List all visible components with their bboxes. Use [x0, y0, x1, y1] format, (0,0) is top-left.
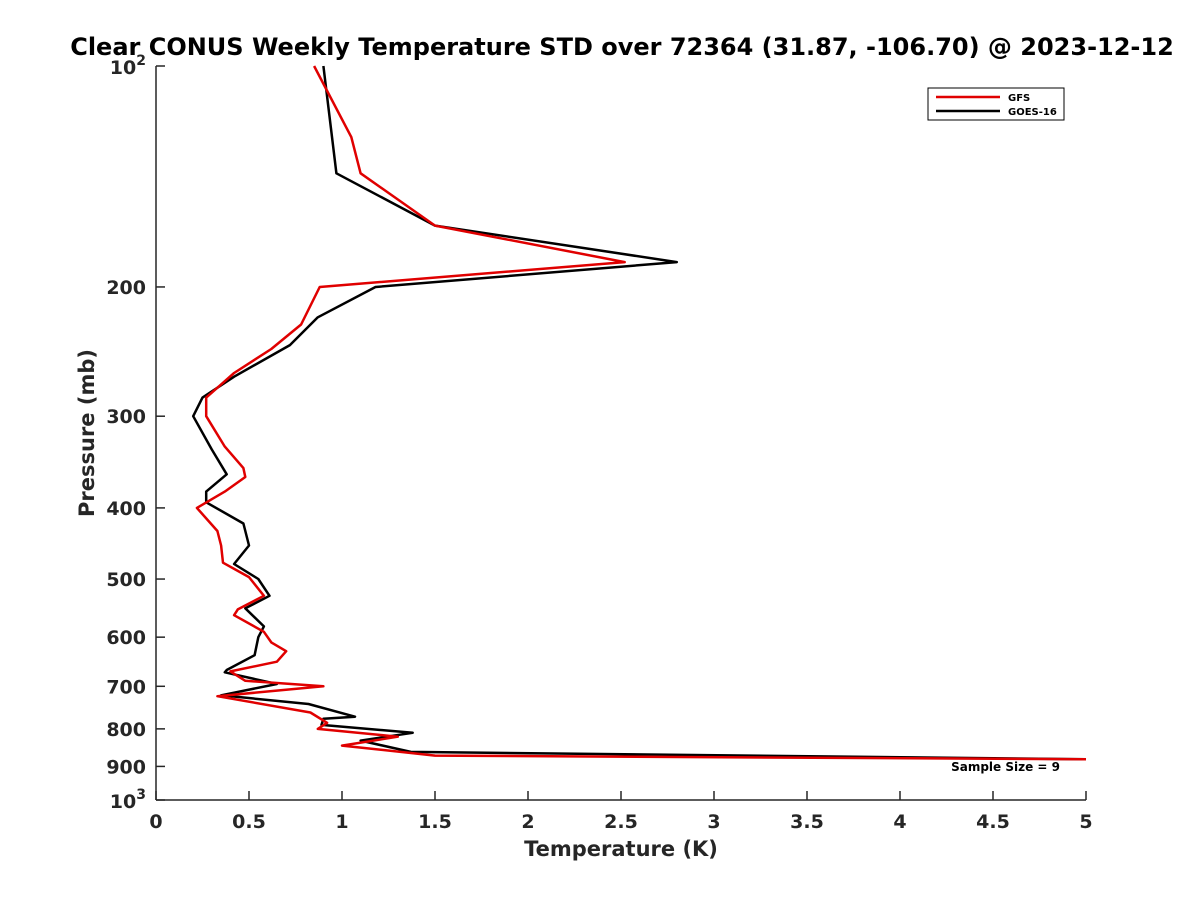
x-tick-label: 3 — [707, 811, 720, 833]
x-tick-label: 4 — [893, 811, 906, 833]
series-line-goes-16 — [191, 65, 1087, 761]
y-tick-power-label: 103 — [110, 787, 146, 813]
x-tick-label: 3.5 — [790, 811, 824, 833]
y-tick-label: 300 — [106, 406, 146, 428]
x-tick-label: 4.5 — [976, 811, 1010, 833]
y-tick-label: 500 — [106, 569, 146, 591]
y-tick-label: 800 — [106, 719, 146, 741]
sample-size-annotation: Sample Size = 9 — [951, 760, 1060, 774]
x-tick-label: 0 — [149, 811, 162, 833]
y-tick-label: 200 — [106, 277, 146, 299]
legend-entry: GFS — [1008, 93, 1030, 104]
x-axis-label: Temperature (K) — [524, 837, 718, 861]
series-layer — [191, 65, 1087, 761]
y-tick-label: 700 — [106, 676, 146, 698]
x-axis-ticks: 0 0.5 1 1.5 2 2.5 3 3.5 4 4.5 5 — [149, 791, 1093, 833]
y-tick-power-label: 102 — [110, 53, 146, 79]
x-tick-label: 1.5 — [418, 811, 452, 833]
chart-title: Clear CONUS Weekly Temperature STD over … — [70, 33, 1174, 61]
x-tick-label: 2 — [521, 811, 534, 833]
x-tick-label: 1 — [335, 811, 348, 833]
legend-box — [927, 87, 1065, 121]
y-tick-label: 600 — [106, 627, 146, 649]
y-axis-label: Pressure (mb) — [75, 349, 99, 517]
series-line-gfs — [195, 65, 1087, 761]
legend: GFS GOES-16 — [927, 87, 1065, 121]
y-tick-label: 900 — [106, 756, 146, 778]
x-tick-label: 5 — [1079, 811, 1092, 833]
x-tick-label: 0.5 — [232, 811, 266, 833]
x-tick-label: 2.5 — [604, 811, 638, 833]
legend-entry: GOES-16 — [1008, 107, 1057, 118]
y-tick-label: 400 — [106, 498, 146, 520]
y-axis-ticks: 200 300 400 500 600 700 800 900 102 103 — [106, 53, 165, 813]
